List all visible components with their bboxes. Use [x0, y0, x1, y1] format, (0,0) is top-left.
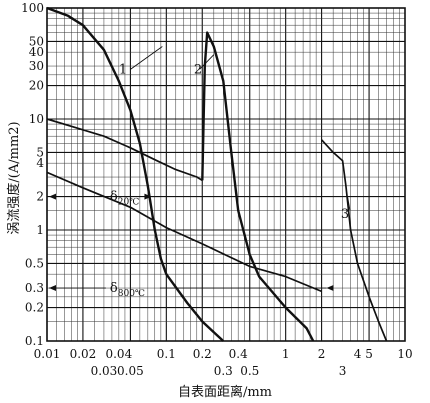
y-tick-label: 100 [21, 1, 44, 15]
arrow-head [144, 193, 152, 200]
y-tick-label: 30 [29, 59, 44, 73]
tick-labels: 0.01 0.02 0.04 0.1 0.2 0.4 1 2 4 5 100.03 0.05 0.3 0.… [21, 1, 413, 378]
x-tick-label: 2 [318, 347, 326, 361]
series-curve-1 [46, 6, 225, 342]
label-leader [130, 46, 163, 70]
x-tick-label: 1 [282, 347, 290, 361]
curve-label: 1 [119, 62, 127, 77]
arrow-head [49, 285, 56, 292]
y-tick-label: 2 [36, 190, 44, 204]
y-tick-label: 40 [29, 45, 44, 59]
grid-lines [46, 8, 405, 342]
delta-label: δ800℃ [110, 281, 145, 299]
x-tick-label: 4 [354, 347, 362, 361]
y-axis-title: 涡流强度/(A/mm2) [6, 121, 22, 234]
x-tick-label: 0.1 [157, 347, 176, 361]
x-tick-label: 10 [397, 347, 412, 361]
y-tick-label: 5 [36, 145, 44, 159]
x-tick-label: 0.03 [91, 364, 118, 378]
x-tick-label: 5 [365, 347, 373, 361]
x-axis-title: 自表面距离/mm [178, 384, 272, 400]
series-curve [46, 171, 322, 293]
label-leader [199, 54, 215, 70]
y-tick-label: 0.3 [25, 281, 44, 295]
curve-label: 2 [194, 62, 202, 77]
arrow-head [49, 193, 56, 200]
x-tick-label: 3 [339, 364, 347, 378]
x-tick-label: 0.5 [240, 364, 259, 378]
arrow-head [326, 285, 334, 292]
x-tick-label: 0.01 [34, 347, 61, 361]
x-tick-label: 0.05 [117, 364, 144, 378]
x-tick-label: 0.4 [229, 347, 248, 361]
x-tick-label: 0.04 [105, 347, 132, 361]
plot-frame [46, 7, 406, 342]
curves [46, 6, 388, 342]
x-tick-label: 0.3 [214, 364, 233, 378]
delta-label: δ20℃ [110, 190, 139, 208]
y-tick-label: 50 [29, 34, 44, 48]
x-tick-label: 0.2 [193, 347, 212, 361]
y-tick-label: 1 [36, 223, 44, 237]
curve-label: 3 [341, 207, 349, 222]
y-tick-label: 0.1 [25, 334, 44, 348]
series-curve [46, 118, 203, 182]
y-tick-label: 10 [29, 112, 44, 126]
y-tick-label: 4 [36, 156, 44, 170]
series-curve-2 [201, 31, 315, 342]
annotations: δ20℃ δ800℃ 1 2 3 [49, 46, 351, 299]
series-curve-3 [320, 139, 388, 342]
y-tick-label: 0.2 [25, 301, 44, 315]
y-tick-label: 20 [29, 79, 44, 93]
x-tick-label: 0.02 [70, 347, 97, 361]
y-tick-label: 0.5 [25, 256, 44, 270]
label-leader [347, 196, 351, 210]
